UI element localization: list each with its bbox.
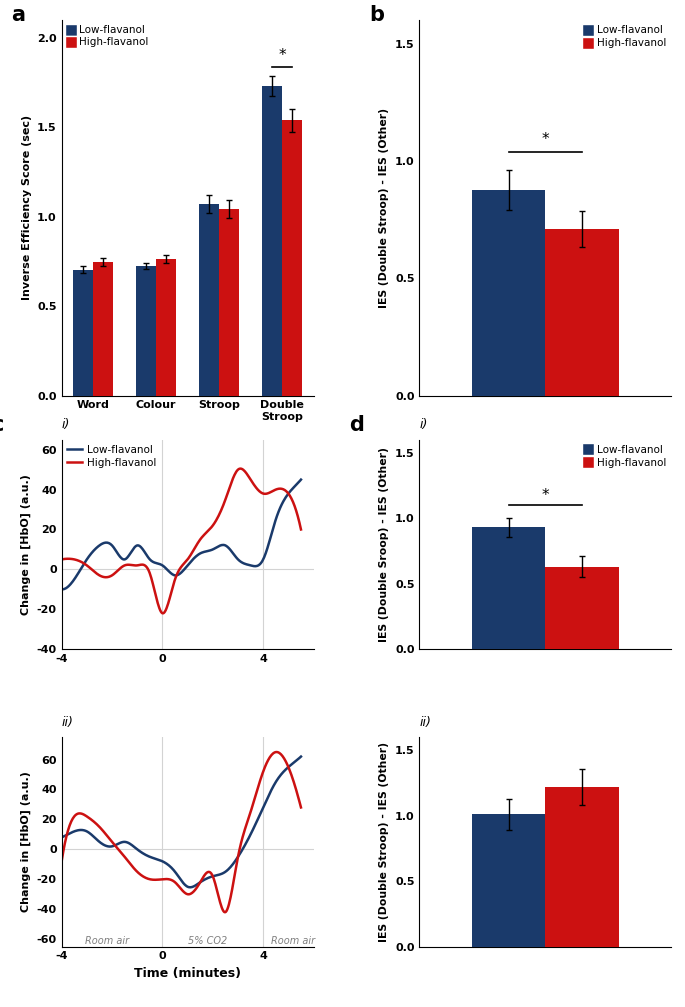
Bar bbox=[472, 528, 545, 650]
Text: *: * bbox=[542, 132, 549, 147]
Bar bbox=[156, 259, 176, 396]
Bar bbox=[73, 270, 93, 396]
Bar bbox=[282, 120, 302, 396]
Bar bbox=[219, 208, 239, 396]
Y-axis label: Change in [HbO] (a.u.): Change in [HbO] (a.u.) bbox=[21, 771, 31, 912]
Text: b: b bbox=[369, 5, 384, 25]
Bar bbox=[262, 87, 282, 396]
Text: Room air: Room air bbox=[85, 936, 129, 946]
Text: d: d bbox=[349, 415, 364, 435]
X-axis label: Time (minutes): Time (minutes) bbox=[134, 967, 241, 980]
Y-axis label: Change in [HbO] (a.u.): Change in [HbO] (a.u.) bbox=[21, 474, 31, 615]
Text: ii): ii) bbox=[419, 716, 432, 729]
Text: ii): ii) bbox=[62, 716, 73, 729]
Bar bbox=[136, 266, 156, 396]
Text: i): i) bbox=[62, 418, 70, 431]
Legend: Low-flavanol, High-flavanol: Low-flavanol, High-flavanol bbox=[67, 25, 149, 47]
Y-axis label: IES (Double Stroop) - IES (Other): IES (Double Stroop) - IES (Other) bbox=[379, 108, 389, 308]
Bar bbox=[199, 204, 219, 396]
Legend: Low-flavanol, High-flavanol: Low-flavanol, High-flavanol bbox=[584, 445, 666, 468]
Legend: Low-flavanol, High-flavanol: Low-flavanol, High-flavanol bbox=[67, 445, 156, 468]
Bar bbox=[93, 263, 114, 396]
Y-axis label: Inverse Efficiency Score (sec): Inverse Efficiency Score (sec) bbox=[22, 116, 32, 300]
Text: *: * bbox=[542, 487, 549, 502]
Text: *: * bbox=[278, 48, 286, 63]
Text: Room air: Room air bbox=[271, 936, 316, 946]
Text: 5% CO2: 5% CO2 bbox=[188, 936, 227, 946]
Text: a: a bbox=[11, 5, 25, 25]
Legend: Low-flavanol, High-flavanol: Low-flavanol, High-flavanol bbox=[584, 25, 666, 48]
Bar bbox=[545, 786, 619, 947]
Y-axis label: IES (Double Sroop) - IES (Other): IES (Double Sroop) - IES (Other) bbox=[379, 447, 389, 641]
Bar bbox=[545, 567, 619, 650]
Bar bbox=[472, 190, 545, 396]
Bar bbox=[545, 229, 619, 396]
Y-axis label: IES (Double Stroop) - IES (Other): IES (Double Stroop) - IES (Other) bbox=[379, 742, 389, 942]
Text: c: c bbox=[0, 415, 3, 435]
Bar bbox=[472, 815, 545, 947]
Text: i): i) bbox=[419, 418, 427, 431]
